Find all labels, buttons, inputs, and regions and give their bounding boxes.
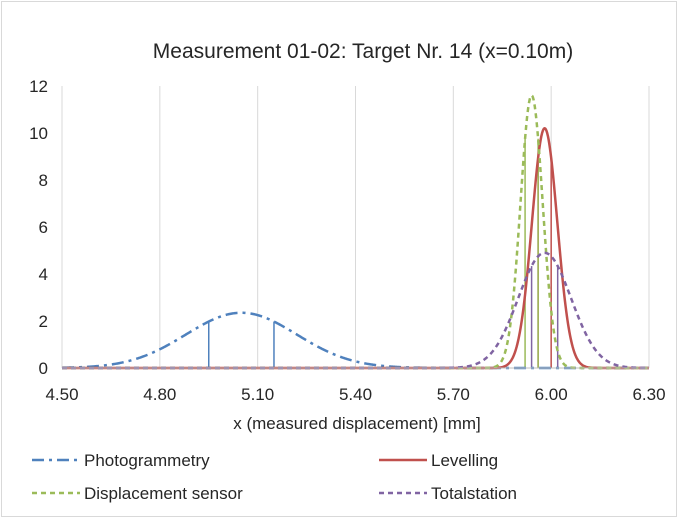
legend-item-photogrammetry: Photogrammetry [32,451,210,470]
y-tick-label: 6 [39,218,48,237]
x-tick-label: 5.10 [241,385,274,404]
series-photogrammetry [61,311,650,370]
legend-item-totalstation: Totalstation [379,484,517,503]
x-tick-label: 5.40 [339,385,372,404]
legend-label-photogrammetry: Photogrammetry [84,451,210,470]
x-tick-labels: 4.50 4.80 5.10 5.40 5.70 6.00 6.30 [45,385,665,404]
y-tick-label: 0 [39,359,48,378]
y-tick-label: 8 [39,171,48,190]
y-tick-labels: 0 2 4 6 8 10 12 [29,77,48,378]
legend-label-totalstation: Totalstation [431,484,517,503]
x-tick-label: 6.30 [632,385,665,404]
legend: Photogrammetry Levelling Displacement sens… [32,451,517,503]
legend-label-levelling: Levelling [431,451,498,470]
chart-title: Measurement 01-02: Target Nr. 14 (x=0.10… [153,40,573,63]
y-tick-label: 4 [39,265,48,284]
y-tick-label: 2 [39,312,48,331]
x-tick-label: 4.50 [45,385,78,404]
legend-label-displacement-sensor: Displacement sensor [84,484,243,503]
grid-lines [61,86,650,368]
x-axis-label: x (measured displacement) [mm] [233,414,481,433]
x-tick-label: 6.00 [535,385,568,404]
x-tick-label: 5.70 [437,385,470,404]
legend-item-displacement-sensor: Displacement sensor [32,484,243,503]
x-tick-label: 4.80 [143,385,176,404]
series-marker-lines [208,138,559,368]
y-tick-label: 12 [29,77,48,96]
y-tick-label: 10 [29,124,48,143]
legend-item-levelling: Levelling [379,451,498,470]
